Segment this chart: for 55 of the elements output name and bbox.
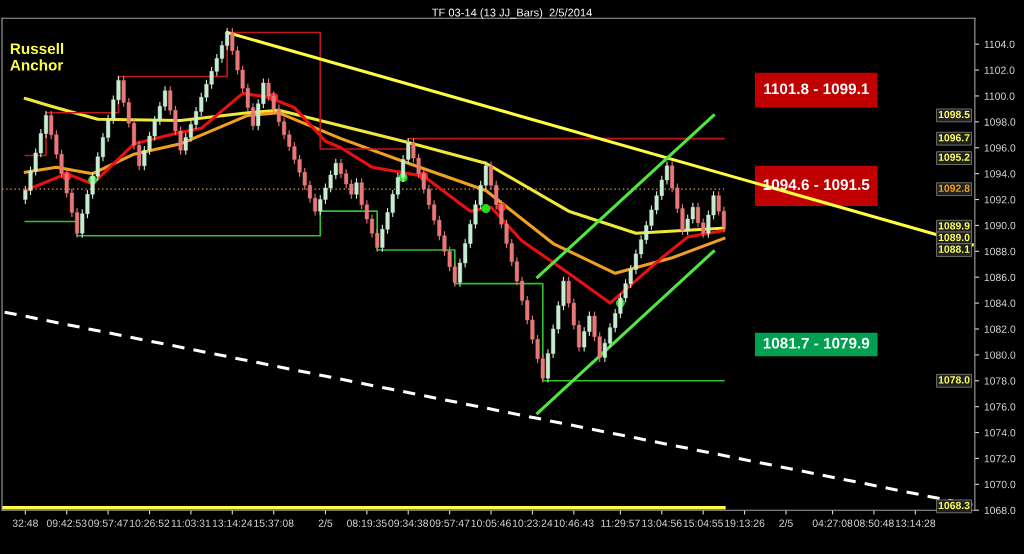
y-tick-label: 1086.0 bbox=[984, 273, 1016, 282]
y-tick-label: 1084.0 bbox=[984, 299, 1016, 307]
annotation: 1068.3 bbox=[938, 501, 970, 510]
band-label: 1101.8 - 1099.1 bbox=[764, 83, 869, 95]
y-tick-label: 1082.0 bbox=[984, 325, 1016, 333]
y-tick-label: 1080.0 bbox=[984, 351, 1016, 359]
y-tick-label: 1096.0 bbox=[984, 144, 1016, 152]
x-tick-label: 09:42:53 bbox=[46, 519, 87, 527]
x-tick-label: 13:04:56 bbox=[642, 519, 682, 527]
band-label: 1094.6 - 1091.5 bbox=[763, 179, 870, 191]
annotation: 1089.9 bbox=[938, 222, 970, 230]
annotation: Russell Anchor bbox=[10, 42, 64, 71]
annotation: 1098.5 bbox=[938, 110, 970, 119]
y-tick-label: 1072.0 bbox=[984, 454, 1016, 463]
x-tick-label: 09:34:38 bbox=[388, 519, 429, 527]
x-tick-label: 09:57:47 bbox=[88, 519, 128, 527]
x-tick-label: 09:57:47 bbox=[429, 519, 470, 527]
y-tick-label: 1068.0 bbox=[984, 506, 1016, 515]
x-tick-label: 2/5 bbox=[318, 519, 333, 527]
y-tick-label: 1090.0 bbox=[984, 221, 1016, 230]
x-tick-label: 10:46:43 bbox=[554, 519, 594, 527]
y-tick-label: 1078.0 bbox=[984, 377, 1016, 385]
chart-title: TF 03-14 (13 JJ_Bars) 2/5/2014 bbox=[431, 8, 592, 19]
band-label: 1081.7 - 1079.9 bbox=[763, 337, 870, 349]
x-tick-label: 08:19:35 bbox=[346, 519, 387, 527]
x-tick-label: 04:27:08 bbox=[812, 519, 853, 527]
x-tick-label: 2/5 bbox=[779, 519, 793, 527]
y-tick-label: 1088.0 bbox=[984, 247, 1016, 256]
y-tick-label: 1094.0 bbox=[984, 170, 1016, 178]
y-tick-label: 1092.0 bbox=[984, 196, 1016, 204]
annotation: 1089.0 bbox=[938, 233, 970, 242]
x-tick-label: 32:48 bbox=[12, 519, 38, 527]
y-tick-label: 1074.0 bbox=[984, 429, 1016, 437]
annotation: 1096.7 bbox=[938, 134, 970, 142]
x-tick-label: 10:23:24 bbox=[512, 519, 553, 527]
annotation: 1078.0 bbox=[938, 376, 970, 384]
y-tick-label: 1104.0 bbox=[984, 40, 1015, 49]
y-tick-label: 1100.0 bbox=[984, 92, 1015, 100]
y-tick-label: 1102.0 bbox=[984, 66, 1015, 74]
x-tick-label: 10:26:52 bbox=[130, 519, 170, 527]
x-tick-label: 11:03:31 bbox=[171, 519, 211, 527]
x-tick-label: 13:14:28 bbox=[895, 519, 936, 527]
x-tick-label: 15:04:55 bbox=[683, 519, 724, 527]
x-tick-label: 13:14:24 bbox=[212, 519, 253, 527]
ref-line-label: 1092.8 bbox=[938, 184, 970, 192]
annotation: 1088.1 bbox=[938, 245, 970, 253]
x-tick-label: 08:50:48 bbox=[854, 519, 894, 527]
y-tick-label: 1098.0 bbox=[984, 118, 1016, 126]
x-tick-label: 15:37:08 bbox=[254, 519, 294, 527]
y-tick-label: 1070.0 bbox=[984, 480, 1016, 489]
x-tick-label: 11:29:57 bbox=[601, 519, 640, 527]
x-tick-label: 10:05:46 bbox=[471, 519, 511, 527]
annotation: 1095.2 bbox=[938, 153, 970, 161]
x-tick-label: 19:13:26 bbox=[725, 519, 765, 527]
y-tick-label: 1076.0 bbox=[984, 403, 1016, 411]
